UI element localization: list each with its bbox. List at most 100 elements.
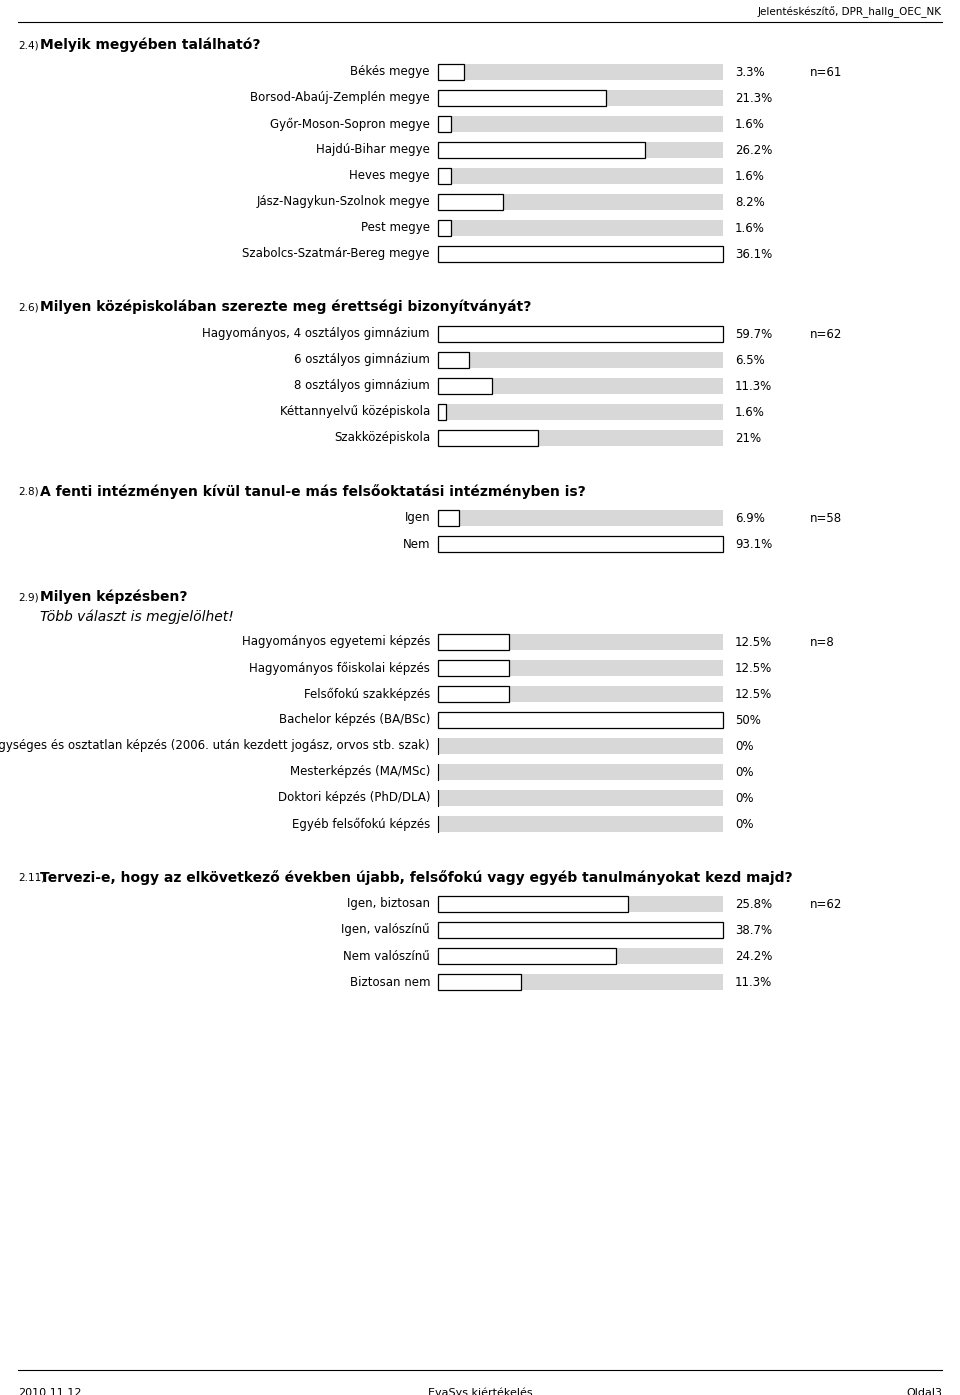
Bar — [438, 790, 723, 806]
Text: Hagyományos, 4 osztályos gimnázium: Hagyományos, 4 osztályos gimnázium — [203, 328, 430, 340]
Bar — [438, 430, 723, 446]
Bar — [438, 711, 723, 728]
Text: 1.6%: 1.6% — [735, 222, 765, 234]
Text: Igen, valószínű: Igen, valószínű — [342, 923, 430, 936]
Text: 0%: 0% — [735, 791, 754, 805]
Bar — [438, 116, 723, 133]
Text: 8.2%: 8.2% — [735, 195, 765, 208]
Text: Több választ is megjelölhet!: Több választ is megjelölhet! — [40, 610, 234, 625]
Text: 12.5%: 12.5% — [735, 636, 772, 649]
Text: Milyen képzésben?: Milyen képzésben? — [40, 590, 187, 604]
Text: 38.7%: 38.7% — [735, 923, 772, 936]
Text: Szakközépiskola: Szakközépiskola — [334, 431, 430, 445]
Text: 2.9): 2.9) — [18, 591, 38, 603]
Bar — [438, 816, 723, 831]
Text: Hagyományos főiskolai képzés: Hagyományos főiskolai képzés — [250, 661, 430, 675]
Text: 59.7%: 59.7% — [735, 328, 772, 340]
Bar — [438, 430, 539, 446]
Bar — [438, 974, 521, 990]
Bar — [438, 352, 723, 368]
Text: Melyik megyében található?: Melyik megyében található? — [40, 38, 260, 53]
Text: n=62: n=62 — [810, 328, 842, 340]
Bar — [438, 686, 723, 702]
Text: 21.3%: 21.3% — [735, 92, 772, 105]
Text: Felsőfokú szakképzés: Felsőfokú szakképzés — [303, 688, 430, 700]
Text: n=8: n=8 — [810, 636, 835, 649]
Text: Biztosan nem: Biztosan nem — [349, 975, 430, 989]
Text: 6.5%: 6.5% — [735, 353, 765, 367]
Text: Győr-Moson-Sopron megye: Győr-Moson-Sopron megye — [270, 117, 430, 131]
Text: Pest megye: Pest megye — [361, 222, 430, 234]
Bar — [438, 246, 723, 262]
Text: Hagyományos egyetemi képzés: Hagyományos egyetemi képzés — [242, 636, 430, 649]
Text: A fenti intézményen kívül tanul-e más felsőoktatási intézményben is?: A fenti intézményen kívül tanul-e más fe… — [40, 484, 586, 499]
Text: Szabolcs-Szatmár-Bereg megye: Szabolcs-Szatmár-Bereg megye — [243, 247, 430, 261]
Bar — [438, 405, 723, 420]
Text: Békés megye: Békés megye — [350, 66, 430, 78]
Text: 12.5%: 12.5% — [735, 688, 772, 700]
Text: 0%: 0% — [735, 766, 754, 778]
Text: 1.6%: 1.6% — [735, 406, 765, 418]
Bar — [438, 326, 723, 342]
Bar — [438, 660, 723, 677]
Text: n=62: n=62 — [810, 897, 842, 911]
Text: 50%: 50% — [735, 713, 761, 727]
Text: 11.3%: 11.3% — [735, 975, 772, 989]
Text: 12.5%: 12.5% — [735, 661, 772, 675]
Bar — [438, 326, 723, 342]
Bar — [438, 949, 616, 964]
Text: 2.8): 2.8) — [18, 485, 38, 497]
Text: Oldal3: Oldal3 — [906, 1388, 942, 1395]
Bar — [438, 660, 509, 677]
Text: 1.6%: 1.6% — [735, 170, 765, 183]
Text: Nem: Nem — [402, 537, 430, 551]
Bar — [438, 633, 509, 650]
Text: n=61: n=61 — [810, 66, 842, 78]
Text: 21%: 21% — [735, 431, 761, 445]
Text: Jelentéskészítő, DPR_hallg_OEC_NK: Jelentéskészítő, DPR_hallg_OEC_NK — [758, 6, 942, 18]
Bar — [438, 405, 445, 420]
Text: Doktori képzés (PhD/DLA): Doktori képzés (PhD/DLA) — [277, 791, 430, 805]
Text: 0%: 0% — [735, 817, 754, 830]
Bar — [438, 738, 723, 755]
Bar — [438, 116, 450, 133]
Bar — [438, 142, 645, 158]
Bar — [438, 896, 723, 912]
Bar — [438, 194, 723, 211]
Text: Bachelor képzés (BA/BSc): Bachelor képzés (BA/BSc) — [278, 713, 430, 727]
Text: Egységes és osztatlan képzés (2006. után kezdett jogász, orvos stb. szak): Egységes és osztatlan képzés (2006. után… — [0, 739, 430, 752]
Bar — [438, 974, 723, 990]
Text: Tervezi-e, hogy az elkövetkező években újabb, felsőfokú vagy egyéb tanulmányokat: Tervezi-e, hogy az elkövetkező években ú… — [40, 870, 793, 884]
Bar — [438, 764, 723, 780]
Bar — [438, 711, 723, 728]
Text: 36.1%: 36.1% — [735, 247, 772, 261]
Text: Igen: Igen — [404, 512, 430, 525]
Text: Hajdú-Bihar megye: Hajdú-Bihar megye — [316, 144, 430, 156]
Bar — [438, 633, 723, 650]
Bar — [438, 896, 628, 912]
Text: 2.4): 2.4) — [18, 40, 38, 50]
Bar — [438, 352, 469, 368]
Text: 2.6): 2.6) — [18, 301, 38, 312]
Text: 24.2%: 24.2% — [735, 950, 773, 963]
Text: Nem valószínű: Nem valószínű — [344, 950, 430, 963]
Text: 6.9%: 6.9% — [735, 512, 765, 525]
Text: 1.6%: 1.6% — [735, 117, 765, 131]
Bar — [438, 922, 723, 937]
Text: 6 osztályos gimnázium: 6 osztályos gimnázium — [294, 353, 430, 367]
Text: Egyéb felsőfokú képzés: Egyéb felsőfokú képzés — [292, 817, 430, 830]
Text: 26.2%: 26.2% — [735, 144, 773, 156]
Bar — [438, 378, 492, 393]
Bar — [438, 91, 606, 106]
Text: 2.11): 2.11) — [18, 872, 45, 882]
Bar — [438, 194, 503, 211]
Bar — [438, 142, 723, 158]
Text: Mesterképzés (MA/MSc): Mesterképzés (MA/MSc) — [290, 766, 430, 778]
Text: 3.3%: 3.3% — [735, 66, 764, 78]
Text: 11.3%: 11.3% — [735, 379, 772, 392]
Bar — [438, 922, 723, 937]
Bar — [438, 91, 723, 106]
Bar — [438, 536, 723, 552]
Text: 8 osztályos gimnázium: 8 osztályos gimnázium — [295, 379, 430, 392]
Bar — [438, 378, 723, 393]
